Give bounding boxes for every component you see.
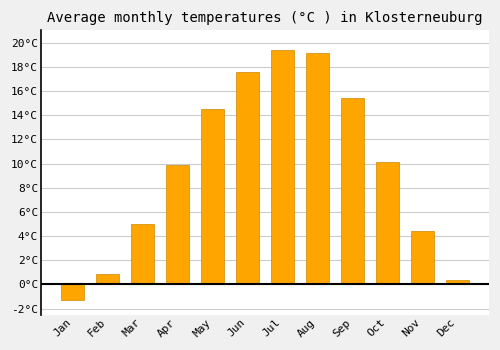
Bar [306, 54, 328, 285]
Title: Average monthly temperatures (°C ) in Klosterneuburg: Average monthly temperatures (°C ) in Kl… [47, 11, 482, 25]
Bar [376, 162, 398, 285]
Bar [131, 224, 154, 285]
Bar [411, 231, 434, 285]
Bar [96, 274, 119, 285]
Bar [166, 165, 189, 285]
Bar [62, 285, 84, 300]
Bar [341, 98, 363, 285]
Bar [271, 50, 293, 285]
Bar [201, 109, 224, 285]
Bar [236, 71, 259, 285]
Bar [446, 280, 468, 285]
